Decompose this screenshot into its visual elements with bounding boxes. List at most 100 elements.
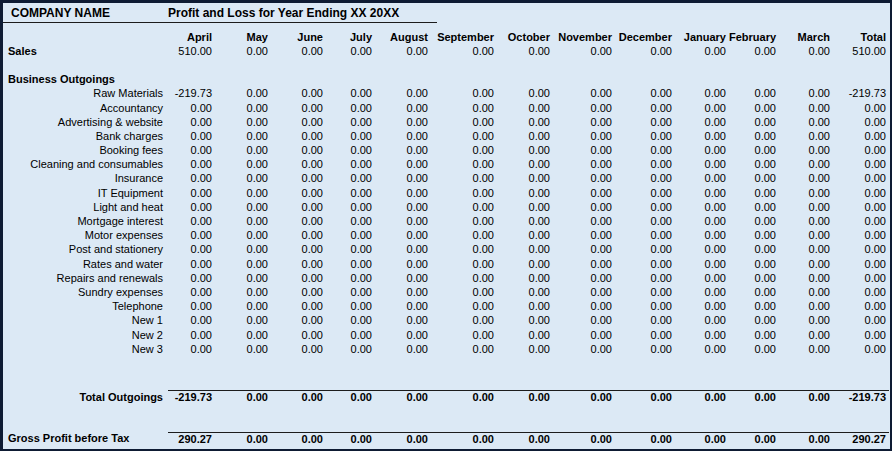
- cell-value[interactable]: 0.00: [615, 286, 675, 299]
- cell-value[interactable]: 0.00: [675, 87, 729, 100]
- cell-value[interactable]: 0.00: [431, 229, 497, 242]
- cell-value[interactable]: 0.00: [833, 300, 889, 313]
- cell-value[interactable]: 0.00: [271, 229, 326, 242]
- cell-value[interactable]: 0.00: [497, 215, 553, 228]
- cell-value[interactable]: 0.00: [271, 187, 326, 200]
- column-header[interactable]: February: [729, 31, 779, 44]
- cell-value[interactable]: 0.00: [326, 258, 375, 271]
- cell-value[interactable]: 0.00: [729, 390, 779, 404]
- cell-value[interactable]: 0.00: [375, 102, 431, 115]
- cell-value[interactable]: 0.00: [375, 45, 431, 58]
- cell-value[interactable]: 0.00: [675, 343, 729, 356]
- row-label[interactable]: Accountancy: [3, 102, 168, 115]
- cell-value[interactable]: 0.00: [326, 201, 375, 214]
- company-name[interactable]: COMPANY NAME: [11, 6, 110, 20]
- cell-value[interactable]: 0.00: [779, 144, 833, 157]
- cell-value[interactable]: 0.00: [215, 286, 271, 299]
- cell-value[interactable]: 0.00: [326, 390, 375, 404]
- cell-value[interactable]: 0.00: [729, 116, 779, 129]
- cell-value[interactable]: 0.00: [615, 314, 675, 327]
- cell-value[interactable]: 0.00: [497, 116, 553, 129]
- cell-value[interactable]: 0.00: [553, 116, 615, 129]
- cell-value[interactable]: 0.00: [729, 329, 779, 342]
- cell-value[interactable]: 0.00: [375, 172, 431, 185]
- cell-value[interactable]: 0.00: [375, 87, 431, 100]
- cell-value[interactable]: 0.00: [215, 144, 271, 157]
- cell-value[interactable]: 0.00: [615, 343, 675, 356]
- cell-value[interactable]: 0.00: [375, 158, 431, 171]
- cell-value[interactable]: 0.00: [615, 432, 675, 446]
- report-title[interactable]: Profit and Loss for Year Ending XX 20XX: [168, 6, 399, 20]
- cell-value[interactable]: 0.00: [553, 432, 615, 446]
- cell-value[interactable]: 0.00: [168, 144, 215, 157]
- cell-value[interactable]: 0.00: [779, 102, 833, 115]
- cell-value[interactable]: 0.00: [326, 314, 375, 327]
- cell-value[interactable]: 0.00: [431, 243, 497, 256]
- cell-value[interactable]: 0.00: [326, 329, 375, 342]
- cell-value[interactable]: 0.00: [215, 130, 271, 143]
- cell-value[interactable]: 0.00: [729, 286, 779, 299]
- cell-value[interactable]: 0.00: [675, 102, 729, 115]
- cell-value[interactable]: 0.00: [168, 102, 215, 115]
- cell-value[interactable]: 0.00: [326, 130, 375, 143]
- cell-value[interactable]: 0.00: [553, 172, 615, 185]
- cell-value[interactable]: 0.00: [431, 144, 497, 157]
- cell-value[interactable]: 0.00: [326, 45, 375, 58]
- cell-value[interactable]: 0.00: [833, 144, 889, 157]
- cell-value[interactable]: 0.00: [615, 187, 675, 200]
- row-label[interactable]: Cleaning and consumables: [3, 158, 168, 171]
- cell-value[interactable]: 0.00: [729, 144, 779, 157]
- cell-value[interactable]: 0.00: [168, 201, 215, 214]
- row-label[interactable]: New 2: [3, 329, 168, 342]
- cell-value[interactable]: 0.00: [215, 45, 271, 58]
- cell-value[interactable]: 0.00: [497, 87, 553, 100]
- cell-value[interactable]: 0.00: [553, 102, 615, 115]
- cell-value[interactable]: 0.00: [431, 258, 497, 271]
- cell-value[interactable]: 0.00: [497, 45, 553, 58]
- cell-value[interactable]: 0.00: [326, 87, 375, 100]
- cell-value[interactable]: -219.73: [168, 390, 215, 404]
- cell-value[interactable]: 0.00: [497, 286, 553, 299]
- cell-value[interactable]: 0.00: [553, 258, 615, 271]
- cell-value[interactable]: 0.00: [833, 201, 889, 214]
- row-label[interactable]: Telephone: [3, 300, 168, 313]
- cell-value[interactable]: 510.00: [833, 45, 889, 58]
- cell-value[interactable]: 0.00: [553, 144, 615, 157]
- cell-value[interactable]: 0.00: [553, 314, 615, 327]
- cell-value[interactable]: 0.00: [779, 243, 833, 256]
- cell-value[interactable]: 0.00: [215, 258, 271, 271]
- cell-value[interactable]: 0.00: [431, 45, 497, 58]
- cell-value[interactable]: 0.00: [497, 102, 553, 115]
- cell-value[interactable]: 0.00: [553, 87, 615, 100]
- cell-value[interactable]: 0.00: [615, 102, 675, 115]
- cell-value[interactable]: 0.00: [215, 329, 271, 342]
- cell-value[interactable]: 0.00: [833, 158, 889, 171]
- cell-value[interactable]: 0.00: [675, 45, 729, 58]
- cell-value[interactable]: 0.00: [497, 158, 553, 171]
- column-header[interactable]: January: [675, 31, 729, 44]
- cell-value[interactable]: 0.00: [168, 187, 215, 200]
- cell-value[interactable]: 0.00: [779, 201, 833, 214]
- cell-value[interactable]: 0.00: [431, 314, 497, 327]
- cell-value[interactable]: 0.00: [497, 201, 553, 214]
- cell-value[interactable]: 0.00: [729, 314, 779, 327]
- cell-value[interactable]: 0.00: [497, 314, 553, 327]
- cell-value[interactable]: 0.00: [615, 390, 675, 404]
- row-label[interactable]: Bank charges: [3, 130, 168, 143]
- cell-value[interactable]: 0.00: [729, 300, 779, 313]
- cell-value[interactable]: 0.00: [497, 229, 553, 242]
- row-label[interactable]: Mortgage interest: [3, 215, 168, 228]
- cell-value[interactable]: 0.00: [326, 286, 375, 299]
- cell-value[interactable]: 0.00: [553, 329, 615, 342]
- cell-value[interactable]: 290.27: [833, 432, 889, 446]
- cell-value[interactable]: 0.00: [431, 272, 497, 285]
- cell-value[interactable]: 0.00: [675, 329, 729, 342]
- cell-value[interactable]: 0.00: [271, 215, 326, 228]
- cell-value[interactable]: 0.00: [375, 300, 431, 313]
- cell-value[interactable]: 0.00: [675, 229, 729, 242]
- cell-value[interactable]: 0.00: [431, 158, 497, 171]
- cell-value[interactable]: 0.00: [375, 272, 431, 285]
- cell-value[interactable]: 0.00: [375, 329, 431, 342]
- cell-value[interactable]: 0.00: [431, 116, 497, 129]
- cell-value[interactable]: 0.00: [168, 258, 215, 271]
